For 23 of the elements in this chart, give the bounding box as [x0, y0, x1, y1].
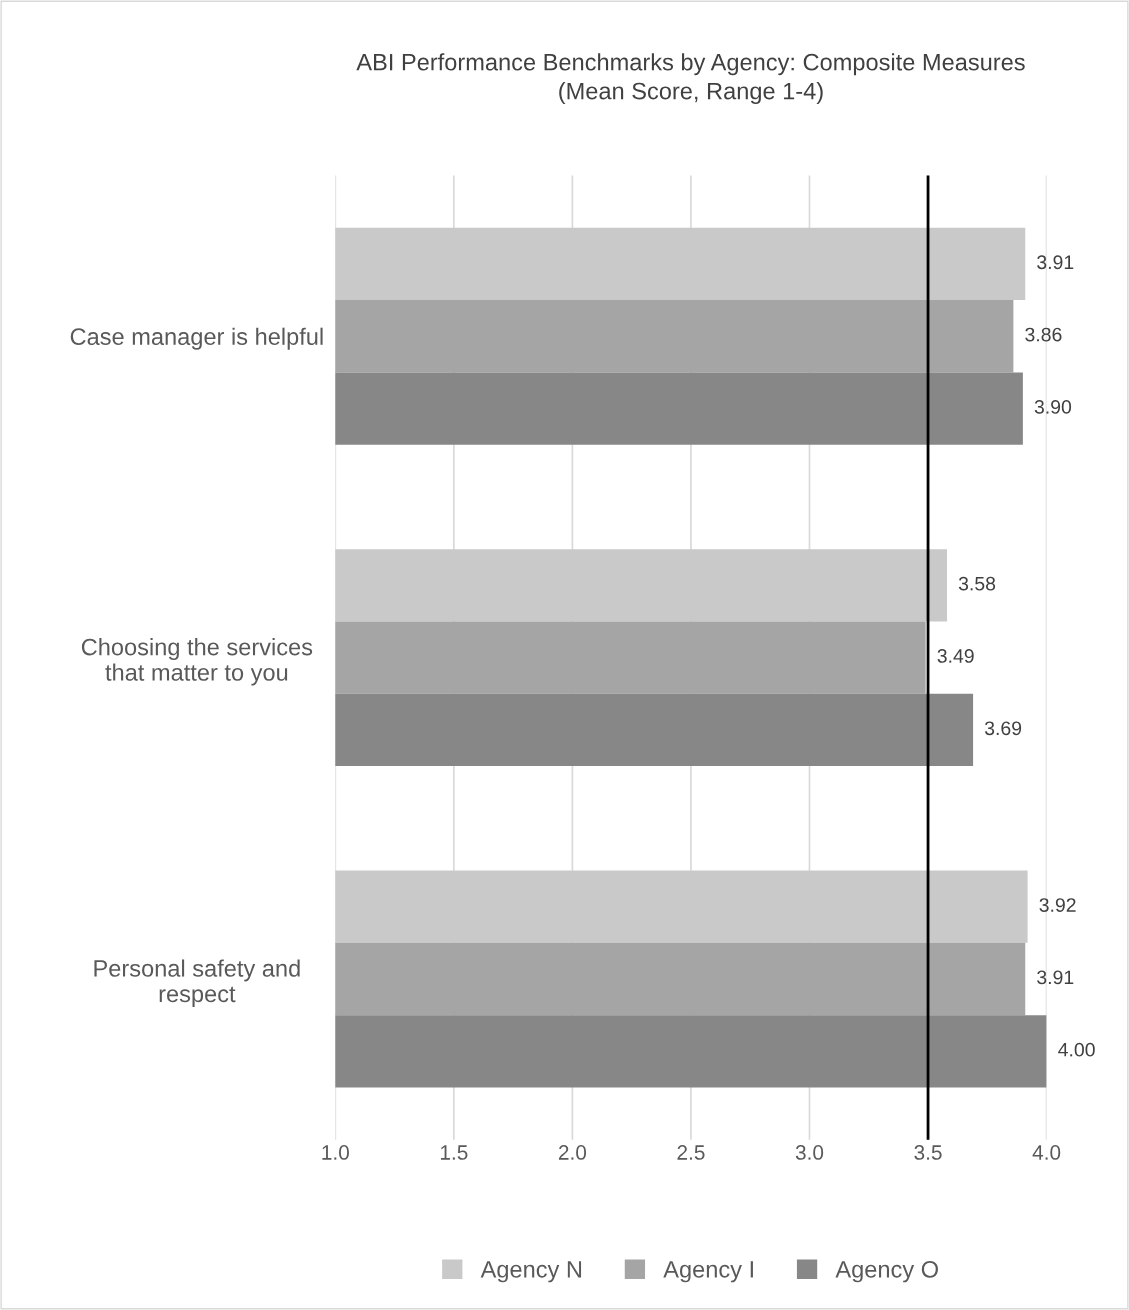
text: 3.69 — [984, 721, 1022, 736]
legend-label: Agency I — [663, 1261, 753, 1283]
x-tick-label: 1.5 — [440, 1145, 468, 1160]
text: 3.49 — [937, 649, 974, 663]
x-tick-label: 1.0 — [322, 1145, 349, 1160]
y-tick-label: Case manager is helpful — [70, 327, 323, 350]
y-tick-label: Choosing the services that matter to you — [81, 638, 313, 686]
text: 3.86 — [1025, 327, 1062, 342]
text: 3.90 — [1034, 400, 1072, 414]
x-tick-label: 2.5 — [677, 1145, 705, 1160]
text: 3.91 — [1037, 255, 1074, 270]
legend-label: Agency O — [835, 1260, 938, 1283]
legend-label: Agency N — [480, 1261, 582, 1283]
text: 3.91 — [1037, 970, 1074, 985]
x-tick-label: 2.0 — [558, 1145, 587, 1160]
text: 3.92 — [1039, 898, 1076, 912]
x-tick-label: 3.5 — [914, 1145, 942, 1160]
x-tick-label: 3.0 — [795, 1145, 824, 1160]
text: 3.58 — [958, 576, 996, 591]
text: 4.00 — [1058, 1042, 1095, 1057]
x-tick-label: 4.0 — [1032, 1145, 1061, 1160]
y-tick-label: Personal safety and respect — [94, 959, 300, 1007]
chart-title: ABI Performance Benchmarks by Agency: Composite Measures (Mean Score, Range 1-4) — [356, 53, 1025, 105]
